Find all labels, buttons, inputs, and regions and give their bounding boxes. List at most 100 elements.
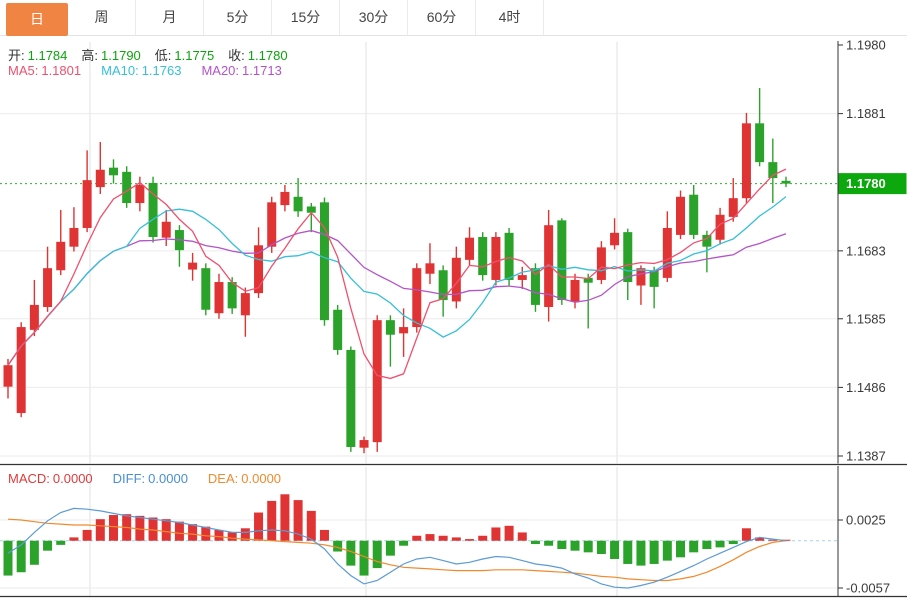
candle [3,365,13,387]
tab-day[interactable]: 日 [6,3,68,36]
candles-group [3,87,791,454]
macd-axis-label: 0.0025 [846,513,886,528]
macd-bar [544,540,554,546]
macd-bar [56,540,66,545]
current-price-badge [838,173,907,195]
candle [188,262,198,270]
main-chart-svg: 1.1980 1.1881 1.1683 1.1585 1.1486 1.1387 1.17… [0,38,907,466]
candle [29,304,39,330]
macd-bar [662,540,672,561]
candle [69,227,79,247]
candle [781,180,791,184]
tab-5min[interactable]: 5分 [204,0,272,35]
macd-bar [755,537,765,541]
candle [570,279,580,302]
macd-bar [596,540,606,554]
macd-bar [108,515,118,541]
main-chart-panel: 1.1980 1.1881 1.1683 1.1585 1.1486 1.1387 1.17… [0,36,907,466]
candle [728,198,738,217]
candle [267,202,277,247]
candle [715,214,725,240]
candle [504,232,514,280]
main-grid [0,42,838,464]
tab-15min[interactable]: 15分 [272,0,340,35]
macd-bar [214,529,224,541]
ma10-line [7,196,787,366]
candle [636,268,646,286]
ma5-line [7,168,787,380]
tab-week[interactable]: 周 [68,0,136,35]
macd-bar [399,540,409,546]
macd-bar [465,539,475,541]
macd-bar [372,540,382,569]
candle [768,162,778,179]
candle [280,191,290,206]
macd-bar [333,540,343,552]
candle [465,237,475,260]
candle [293,196,303,212]
macd-bar [412,535,422,541]
macd-bar [82,529,92,541]
macd-bar [491,527,501,541]
macd-bar [438,535,448,541]
candle [306,206,316,213]
candle [491,236,501,280]
macd-bar [504,525,514,541]
candle [557,220,567,301]
macd-bar [478,535,488,541]
candle [755,123,765,163]
candle [95,169,105,188]
macd-bar [728,540,738,545]
dea-line [7,518,787,582]
macd-bar [3,540,13,576]
candle [385,320,395,335]
candle [623,232,633,283]
price-axis-label: 1.1486 [846,380,886,395]
macd-bar [69,537,79,541]
current-price-badge-text: 1.1780 [846,176,886,191]
macd-bar [227,532,237,541]
candle [214,282,224,314]
macd-bar [451,537,461,541]
candle [372,320,382,443]
macd-bar [425,534,435,541]
macd-bar [346,540,356,566]
macd-bar [280,494,290,541]
ma20-line [7,229,787,366]
macd-bar [557,540,567,550]
candle [478,236,488,276]
macd-bar [570,540,580,551]
candle [689,194,699,235]
macd-bar [676,540,686,558]
macd-bar [16,540,26,573]
macd-bar [768,539,778,541]
macd-bar [135,515,145,541]
candle [122,171,132,204]
candle [530,268,540,305]
tab-month[interactable]: 月 [136,0,204,35]
price-axis-label: 1.1683 [846,243,886,258]
candle [56,241,66,271]
candle [451,257,461,302]
tab-60min[interactable]: 60分 [408,0,476,35]
tab-30min[interactable]: 30分 [340,0,408,35]
candle [319,202,329,321]
macd-axis-label: -0.0057 [846,581,890,596]
macd-bar [385,540,395,556]
candle [108,167,118,176]
candle [359,440,369,448]
candle [333,309,343,350]
macd-bar [319,529,329,541]
candle [583,277,593,283]
candle [676,196,686,235]
macd-bar [530,540,540,545]
macd-bar [306,510,316,541]
tab-4hour[interactable]: 4时 [476,0,544,35]
candle [425,263,435,274]
price-axis-label: 1.1387 [846,449,886,464]
candle [254,245,264,294]
macd-bar [161,519,171,541]
candle [240,293,250,316]
candle [596,247,606,280]
candle [610,232,620,246]
